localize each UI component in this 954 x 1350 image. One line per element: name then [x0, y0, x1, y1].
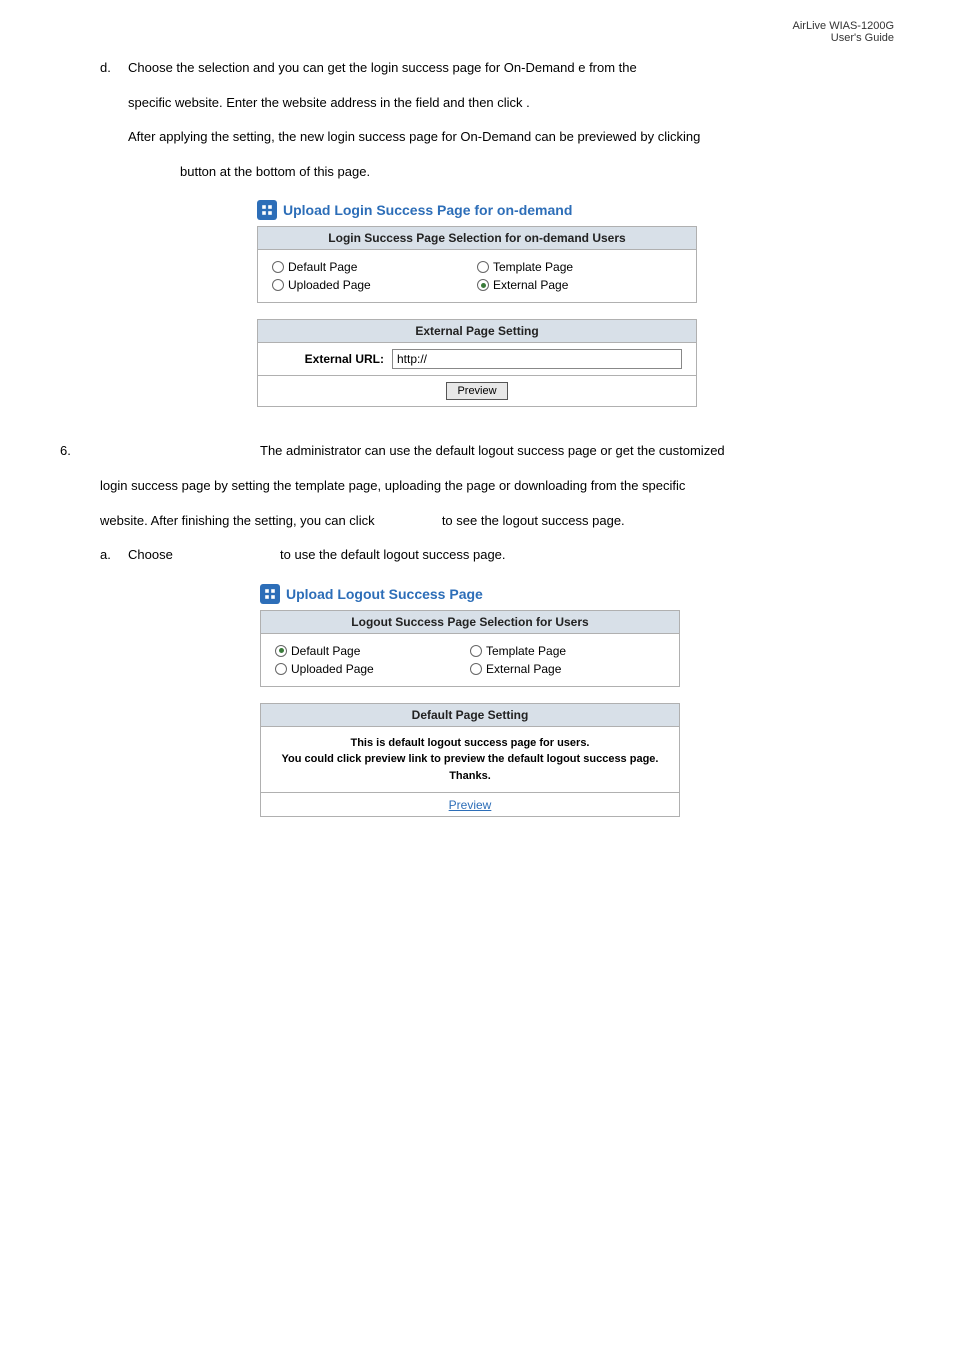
panel1-box1-header: Login Success Page Selection for on-dema…	[258, 227, 696, 250]
section-6-line2: login success page by setting the templa…	[60, 472, 894, 501]
radio-label: Template Page	[493, 260, 573, 274]
radio-default-page-2[interactable]: Default Page	[275, 644, 470, 658]
radio-icon	[272, 261, 284, 273]
login-success-selection-box: Login Success Page Selection for on-dema…	[257, 226, 697, 303]
radio-icon	[275, 663, 287, 675]
external-page-setting-box: External Page Setting External URL: Prev…	[257, 319, 697, 407]
external-url-label: External URL:	[272, 352, 392, 366]
radio-label: Uploaded Page	[288, 278, 371, 292]
msg-line1: This is default logout success page for …	[275, 735, 665, 752]
section-a-line1: a.Choose to use the default logout succe…	[60, 541, 894, 570]
external-url-row: External URL:	[258, 343, 696, 376]
section-d-line4: button at the bottom of this page.	[60, 158, 894, 187]
list-label-d: d.	[100, 54, 128, 83]
product-name: AirLive WIAS-1200G	[60, 20, 894, 32]
radio-label: Default Page	[288, 260, 357, 274]
panel-icon	[257, 200, 277, 220]
logout-success-selection-box: Logout Success Page Selection for Users …	[260, 610, 680, 687]
panel2-title-row: Upload Logout Success Page	[260, 584, 680, 604]
panel2-title: Upload Logout Success Page	[286, 586, 483, 602]
preview-link-row: Preview	[261, 793, 679, 816]
radio-row-2: Uploaded Page External Page	[272, 276, 682, 294]
doc-type: User's Guide	[60, 32, 894, 44]
radio-icon	[470, 645, 482, 657]
panel-icon	[260, 584, 280, 604]
section-d-line1: d.Choose the selection and you can get t…	[60, 54, 894, 83]
doc-header: AirLive WIAS-1200G User's Guide	[60, 20, 894, 44]
external-url-input[interactable]	[392, 349, 682, 369]
panel1-box2-header: External Page Setting	[258, 320, 696, 343]
radio-label: Uploaded Page	[291, 662, 374, 676]
panel2-box1-header: Logout Success Page Selection for Users	[261, 611, 679, 634]
default-page-setting-box: Default Page Setting This is default log…	[260, 703, 680, 818]
upload-login-success-panel: Upload Login Success Page for on-demand …	[257, 200, 697, 407]
radio-icon	[275, 645, 287, 657]
msg-line3: Thanks.	[275, 768, 665, 785]
list-label-6: 6.	[60, 437, 100, 466]
section-d-line2: specific website. Enter the website addr…	[60, 89, 894, 118]
radio-label: External Page	[493, 278, 568, 292]
preview-button-row: Preview	[258, 376, 696, 406]
preview-button[interactable]: Preview	[446, 382, 507, 400]
list-label-a: a.	[100, 541, 128, 570]
radio-template-page-2[interactable]: Template Page	[470, 644, 665, 658]
radio-default-page[interactable]: Default Page	[272, 260, 477, 274]
radio-label: Default Page	[291, 644, 360, 658]
radio-template-page[interactable]: Template Page	[477, 260, 682, 274]
panel2-box1-body: Default Page Template Page Uploaded Page…	[261, 634, 679, 686]
radio-row-1b: Default Page Template Page	[275, 642, 665, 660]
msg-line2: You could click preview link to preview …	[275, 751, 665, 768]
radio-icon	[470, 663, 482, 675]
upload-logout-success-panel: Upload Logout Success Page Logout Succes…	[260, 584, 680, 818]
radio-row-1: Default Page Template Page	[272, 258, 682, 276]
section-d-line3: After applying the setting, the new logi…	[60, 123, 894, 152]
panel1-box1-body: Default Page Template Page Uploaded Page…	[258, 250, 696, 302]
radio-external-page[interactable]: External Page	[477, 278, 682, 292]
radio-icon	[272, 279, 284, 291]
radio-uploaded-page-2[interactable]: Uploaded Page	[275, 662, 470, 676]
panel1-title-row: Upload Login Success Page for on-demand	[257, 200, 697, 220]
preview-link[interactable]: Preview	[449, 798, 492, 812]
section-6-line1: 6.The administrator can use the default …	[60, 437, 894, 466]
panel1-title: Upload Login Success Page for on-demand	[283, 202, 572, 218]
default-page-message: This is default logout success page for …	[261, 727, 679, 794]
radio-icon	[477, 279, 489, 291]
radio-external-page-2[interactable]: External Page	[470, 662, 665, 676]
panel2-box2-header: Default Page Setting	[261, 704, 679, 727]
section-6-line3: website. After finishing the setting, yo…	[60, 507, 894, 536]
radio-label: Template Page	[486, 644, 566, 658]
radio-label: External Page	[486, 662, 561, 676]
radio-icon	[477, 261, 489, 273]
radio-uploaded-page[interactable]: Uploaded Page	[272, 278, 477, 292]
radio-row-2b: Uploaded Page External Page	[275, 660, 665, 678]
